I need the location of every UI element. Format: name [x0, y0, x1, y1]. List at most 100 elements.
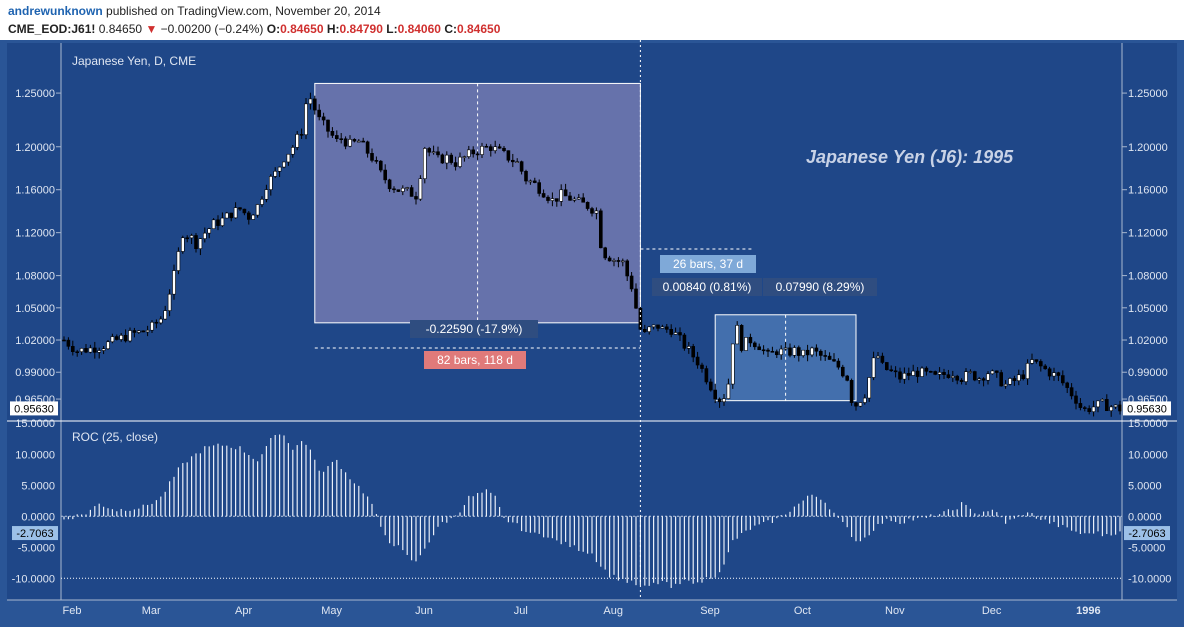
candle-body [405, 187, 410, 189]
time-tick-label: Mar [142, 605, 161, 617]
candle-body [66, 339, 71, 347]
candle-body [616, 260, 621, 262]
candle-body [233, 207, 238, 219]
time-tick-label: Sep [700, 605, 720, 617]
candle-body [339, 138, 344, 141]
time-tick-label: May [321, 605, 342, 617]
candle-body [1034, 359, 1039, 362]
price-tick-label-left: 1.16000 [15, 185, 55, 197]
candle-body [607, 257, 612, 262]
candle-body [418, 178, 423, 200]
candle-body [986, 373, 990, 381]
candle-body [304, 103, 308, 136]
candle-body [436, 151, 440, 156]
candle-body [1100, 399, 1105, 402]
candle-body [1021, 374, 1026, 379]
candle-body [264, 189, 269, 200]
candle-body [550, 198, 555, 201]
candle-body [207, 228, 211, 234]
close-value: 0.84650 [456, 22, 501, 36]
candle-body [642, 329, 647, 332]
candle-body [251, 214, 255, 220]
candle-body [920, 367, 924, 377]
candle-body [290, 147, 295, 155]
candle-body [876, 355, 880, 359]
candle-body [902, 372, 907, 380]
roc-tick-label-left: 15.0000 [15, 418, 55, 430]
candle-body [286, 153, 291, 163]
candle-body [247, 212, 251, 220]
candle-body [620, 260, 625, 263]
candle-body [79, 348, 84, 353]
candle-body [203, 232, 207, 239]
candle-body [801, 349, 806, 356]
open-value: 0.84650 [280, 22, 324, 36]
candle-body [466, 149, 471, 157]
candle-body [554, 198, 559, 202]
candle-body [700, 364, 704, 369]
candle-body [365, 141, 370, 154]
candle-body [708, 381, 713, 391]
candle-body [744, 337, 748, 351]
candle-body [176, 251, 181, 271]
candle-body [225, 212, 229, 219]
candle-body [814, 347, 819, 352]
candle-body [97, 350, 101, 353]
roc-tick-label-right: -10.0000 [1128, 573, 1171, 585]
candle-body [334, 135, 339, 140]
candle-body [132, 330, 137, 333]
candle-body [115, 336, 119, 340]
candle-body [440, 154, 445, 164]
chart-canvas[interactable]: 1.25000 1.20000 1.16000 1.12000 1.08000 1.050… [0, 40, 1184, 627]
candle-body [1083, 407, 1087, 409]
candle-body [871, 357, 876, 378]
time-tick-label: Feb [63, 605, 82, 617]
candle-body [409, 187, 414, 197]
candle-body [1025, 363, 1030, 379]
candle-body [818, 350, 823, 356]
candle-body [651, 324, 656, 328]
candle-body [1043, 365, 1047, 370]
price-tick-label-right: 1.05000 [1128, 303, 1168, 315]
roc-pane[interactable]: 15.0000 10.0000 5.0000 0.0000 -5.0000 -10.000… [12, 418, 1172, 588]
open-label: O: [266, 22, 281, 36]
candle-body [999, 372, 1004, 387]
candle-body [150, 321, 154, 331]
measure-down-price-label: -0.22590 (-17.9%) [426, 322, 523, 336]
candle-body [748, 337, 753, 344]
candle-body [546, 196, 550, 201]
candle-body [889, 369, 894, 372]
candle-body [884, 362, 889, 371]
candle-body [752, 342, 757, 348]
candle-body [638, 307, 643, 330]
candle-body [946, 374, 951, 378]
candle-body [1008, 378, 1012, 385]
candle-body [449, 154, 454, 163]
candle-body [862, 397, 867, 403]
candle-body [189, 235, 194, 239]
candle-body [154, 321, 159, 324]
candle-body [524, 171, 528, 182]
time-tick-label: Apr [235, 605, 252, 617]
candle-body [792, 347, 797, 356]
candle-body [1047, 368, 1052, 377]
candle-body [453, 162, 458, 167]
candle-body [660, 326, 665, 329]
time-axis: Feb Mar Apr May Jun Jul Aug Sep Oct Nov Dec 1996 [7, 599, 1177, 617]
candle-body [181, 237, 185, 252]
roc-tick-label-left: -5.0000 [18, 542, 55, 554]
candle-body [400, 187, 405, 192]
author-link[interactable]: andrewunknown [8, 4, 103, 18]
measure-labels: -0.22590 (-17.9%) 82 bars, 118 d 26 bars, … [410, 255, 877, 369]
candle-body [1061, 375, 1065, 384]
candle-body [392, 188, 396, 191]
roc-tick-label-left: 5.0000 [21, 480, 55, 492]
candle-body [774, 351, 779, 356]
candle-body [431, 151, 436, 154]
price-axis-left: 1.25000 1.20000 1.16000 1.12000 1.08000 1.050… [10, 43, 62, 600]
candle-body [937, 371, 942, 375]
candle-body [730, 343, 735, 385]
price-pane[interactable]: 1.25000 1.20000 1.16000 1.12000 1.08000 1.050… [10, 43, 1171, 600]
candle-body [282, 161, 286, 168]
candle-body [185, 237, 189, 240]
